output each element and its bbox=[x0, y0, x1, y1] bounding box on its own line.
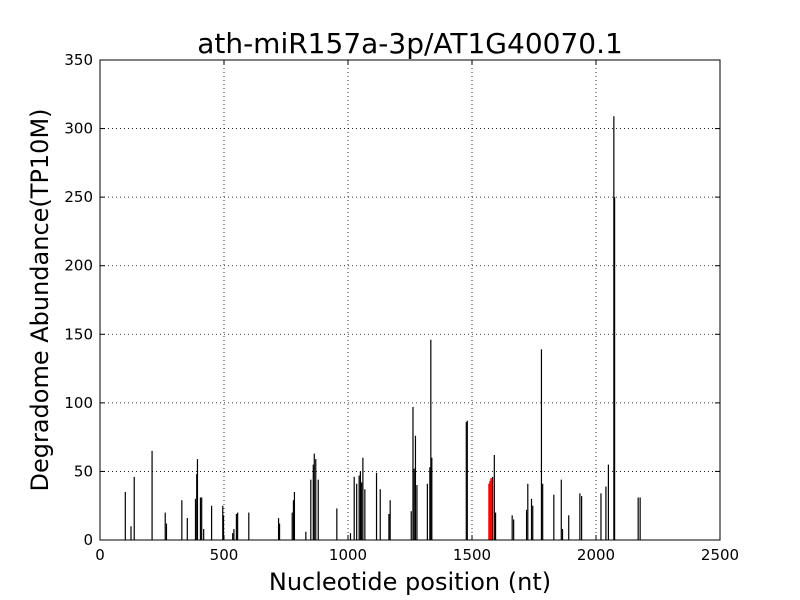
x-tick-label: 1000 bbox=[329, 546, 367, 564]
axis-ticks: 0 500 1000 1500 2000 2500 0 50 100 150 200 250 300 35… bbox=[64, 51, 739, 564]
y-tick-label: 50 bbox=[74, 462, 93, 480]
y-tick-label: 250 bbox=[64, 188, 93, 206]
x-tick-label: 0 bbox=[95, 546, 105, 564]
x-axis-label: Nucleotide position (nt) bbox=[269, 568, 551, 596]
plot-area-frame bbox=[99, 59, 721, 541]
y-tick-label: 200 bbox=[64, 257, 93, 275]
x-tick-label: 2500 bbox=[701, 546, 739, 564]
y-axis-label: Degradome Abundance(TP10M) bbox=[26, 108, 54, 491]
bars-group bbox=[124, 116, 641, 540]
y-tick-label: 100 bbox=[64, 394, 93, 412]
x-tick-label: 500 bbox=[210, 546, 239, 564]
y-tick-label: 0 bbox=[83, 531, 93, 549]
y-tick-label: 150 bbox=[64, 325, 93, 343]
y-tick-label: 350 bbox=[64, 51, 93, 69]
y-tick-label: 300 bbox=[64, 120, 93, 138]
x-tick-label: 2000 bbox=[577, 546, 615, 564]
grid-lines bbox=[100, 60, 720, 540]
chart-title: ath-miR157a-3p/AT1G40070.1 bbox=[197, 27, 623, 60]
x-tick-label: 1500 bbox=[453, 546, 491, 564]
